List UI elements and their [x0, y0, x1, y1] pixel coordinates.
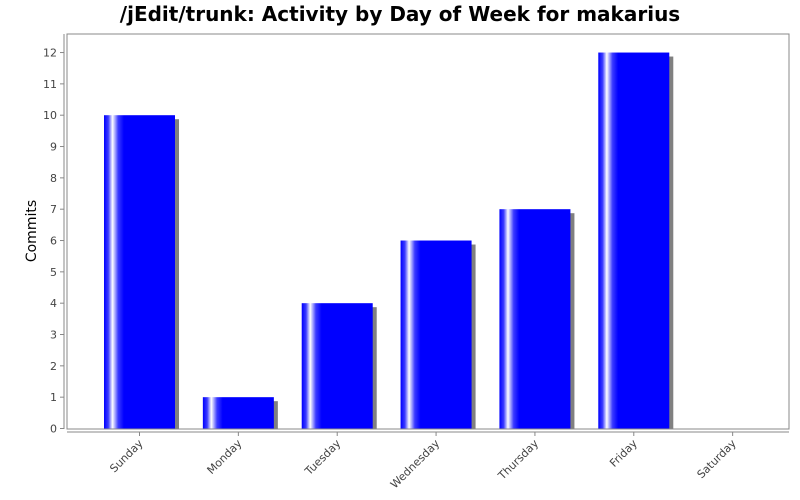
- y-tick-label: 9: [50, 141, 57, 154]
- x-tick-label: Friday: [607, 437, 640, 470]
- y-tick-label: 7: [50, 203, 57, 216]
- y-tick-label: 10: [43, 109, 57, 122]
- y-tick-label: 8: [50, 172, 57, 185]
- x-tick-label: Thursday: [495, 437, 541, 483]
- chart-title: /jEdit/trunk: Activity by Day of Week fo…: [119, 2, 681, 26]
- bars: [104, 52, 670, 429]
- y-tick-label: 5: [50, 266, 57, 279]
- bar-monday: [202, 397, 274, 429]
- y-tick-label: 1: [50, 391, 57, 404]
- y-tick-label: 6: [50, 235, 57, 248]
- y-tick-label: 0: [50, 423, 57, 436]
- y-tick-label: 11: [43, 78, 57, 91]
- x-tick-label: Sunday: [107, 437, 146, 476]
- x-tick-label: Monday: [205, 437, 245, 477]
- bar-tuesday: [301, 303, 373, 429]
- y-axis-title: Commits: [24, 200, 40, 262]
- bar-friday: [598, 52, 670, 429]
- y-tick-label: 2: [50, 360, 57, 373]
- x-tick-label: Tuesday: [302, 437, 344, 479]
- bar-wednesday: [400, 240, 472, 429]
- x-axis-ticks: Sunday Monday Tuesday Wednesday Thursday Frid…: [107, 432, 739, 491]
- y-tick-label: 12: [43, 47, 57, 60]
- bar-sunday: [104, 115, 175, 429]
- x-tick-label: Wednesday: [388, 437, 443, 492]
- y-tick-label: 3: [50, 329, 57, 342]
- y-tick-label: 4: [50, 297, 57, 310]
- bar-thursday: [499, 209, 571, 429]
- x-tick-label: Saturday: [695, 437, 740, 482]
